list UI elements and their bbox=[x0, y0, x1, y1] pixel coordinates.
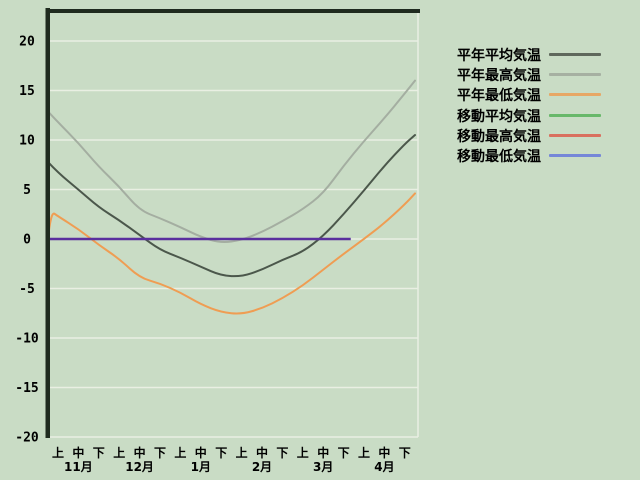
legend-label: 移動平均気温 bbox=[457, 108, 541, 125]
series-line-normal-min-temp bbox=[46, 192, 416, 315]
x-axis-period-label: 下 bbox=[154, 446, 166, 460]
x-axis-month-label: 4月 bbox=[374, 460, 394, 474]
x-axis-period-label: 下 bbox=[399, 446, 411, 460]
x-axis-period-label: 上 bbox=[113, 445, 125, 460]
y-axis-tick-label: 0 bbox=[23, 233, 31, 248]
x-axis-period-label: 上 bbox=[52, 445, 64, 460]
legend-item: 移動平均気温 bbox=[455, 105, 635, 125]
x-axis-period-label: 中 bbox=[195, 445, 207, 460]
x-axis-period-label: 上 bbox=[236, 445, 248, 460]
series-line-normal-avg-temp bbox=[46, 134, 416, 278]
legend-line-swatch bbox=[549, 133, 601, 137]
x-axis-month-label: 3月 bbox=[313, 460, 333, 474]
y-axis-tick-label: -5 bbox=[19, 282, 35, 297]
legend-label: 平年最高気温 bbox=[457, 68, 541, 85]
x-axis-period-label: 下 bbox=[276, 446, 288, 460]
x-axis-period-label: 中 bbox=[378, 445, 390, 460]
x-axis-month-label: 2月 bbox=[252, 460, 272, 474]
x-axis-month-label: 11月 bbox=[64, 460, 93, 474]
y-axis-line bbox=[45, 8, 50, 438]
x-axis-period-label: 中 bbox=[72, 445, 84, 460]
y-axis-tick-label: 5 bbox=[23, 183, 31, 198]
legend-line-swatch bbox=[549, 53, 601, 56]
legend-label: 移動最高気温 bbox=[457, 128, 541, 145]
x-axis-period-label: 上 bbox=[174, 445, 186, 460]
legend-item: 平年平均気温 bbox=[455, 44, 635, 64]
x-axis-period-label: 下 bbox=[338, 446, 350, 460]
legend-label: 平年最低気温 bbox=[457, 88, 541, 105]
x-axis-month-label: 12月 bbox=[125, 460, 154, 474]
x-axis-period-label: 下 bbox=[93, 446, 105, 460]
x-axis-period-label: 上 bbox=[297, 445, 309, 460]
legend-item: 平年最高気温 bbox=[455, 64, 635, 84]
plot-top-border bbox=[45, 9, 420, 13]
chart-legend: 平年平均気温 平年最高気温 平年最低気温 移動平均気温 移動最高気温 移動最低気… bbox=[455, 44, 635, 165]
series-line-normal-max-temp bbox=[46, 79, 416, 243]
x-axis-period-label: 中 bbox=[256, 445, 268, 460]
x-axis-month-label: 1月 bbox=[191, 460, 211, 474]
x-axis-period-label: 上 bbox=[358, 445, 370, 460]
legend-item: 移動最高気温 bbox=[455, 125, 635, 145]
legend-item: 移動最低気温 bbox=[455, 145, 635, 165]
legend-label: 平年平均気温 bbox=[457, 48, 541, 64]
x-axis-period-label: 中 bbox=[317, 445, 329, 460]
y-axis-tick-label: -15 bbox=[15, 381, 38, 396]
y-axis-tick-label: -20 bbox=[15, 431, 39, 446]
x-axis-period-label: 下 bbox=[215, 446, 227, 460]
legend-line-swatch bbox=[549, 93, 601, 97]
legend-line-swatch bbox=[549, 73, 601, 77]
x-axis-period-label: 中 bbox=[134, 445, 146, 460]
legend-item: 平年最低気温 bbox=[455, 84, 635, 104]
y-axis-tick-label: -10 bbox=[15, 332, 39, 347]
legend-line-swatch bbox=[549, 153, 601, 157]
y-axis-tick-label: 15 bbox=[19, 84, 35, 99]
legend-line-swatch bbox=[549, 113, 601, 117]
y-axis-tick-label: 20 bbox=[19, 35, 35, 50]
y-axis-tick-label: 10 bbox=[19, 134, 35, 149]
legend-label: 移動最低気温 bbox=[457, 148, 541, 165]
